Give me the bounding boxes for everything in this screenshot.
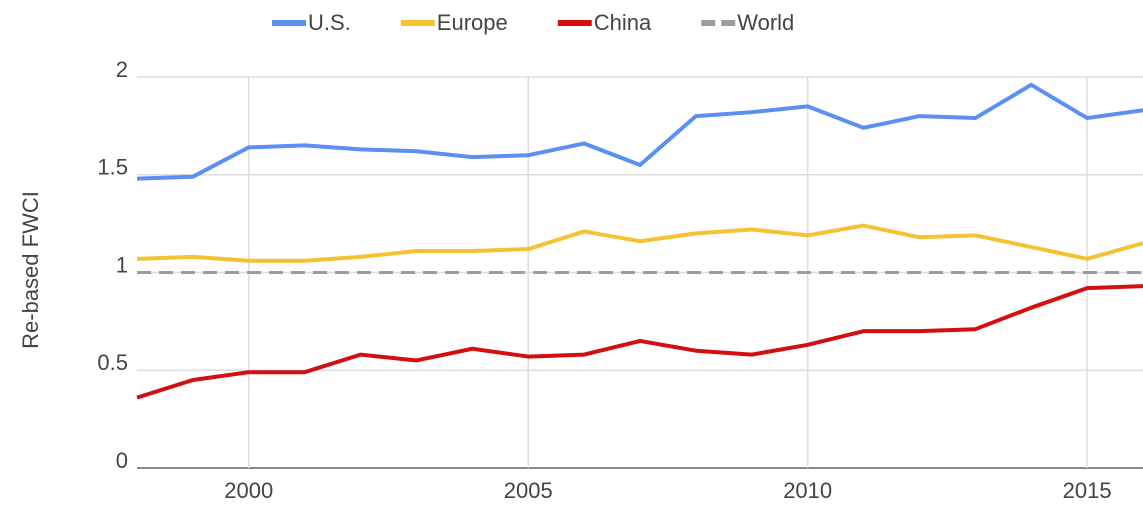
x-tick-label: 2000 (224, 478, 273, 503)
series-line (136, 82, 1143, 181)
legend-label: World (737, 10, 794, 35)
series-line (136, 223, 1143, 263)
legend-label: Europe (437, 10, 508, 35)
x-tick-label: 2010 (783, 478, 832, 503)
y-tick-label: 1 (116, 252, 128, 277)
y-tick-label: 0 (116, 448, 128, 473)
x-tick-label: 2015 (1063, 478, 1112, 503)
legend-label: U.S. (308, 10, 351, 35)
y-tick-label: 0.5 (97, 350, 128, 375)
legend-label: China (594, 10, 652, 35)
x-tick-label: 2005 (504, 478, 553, 503)
y-axis-label: Re-based FWCI (18, 191, 43, 349)
y-tick-label: 2 (116, 57, 128, 82)
y-tick-label: 1.5 (97, 155, 128, 180)
series-line (136, 284, 1143, 400)
